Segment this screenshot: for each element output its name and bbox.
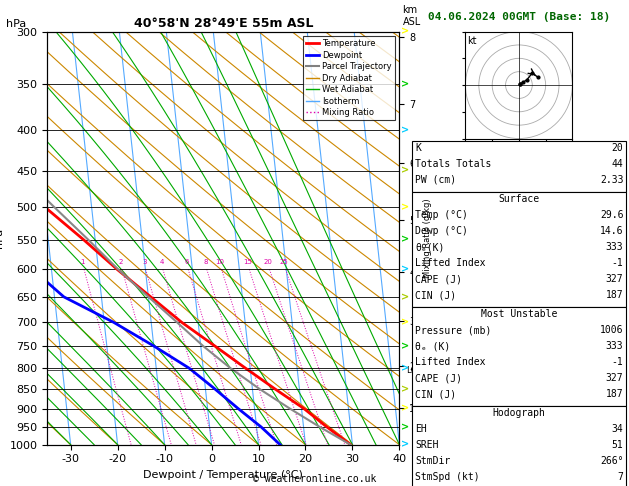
Text: Dewp (°C): Dewp (°C) (415, 226, 468, 236)
Text: Lifted Index: Lifted Index (415, 258, 486, 268)
Text: 34: 34 (611, 424, 623, 434)
Text: >: > (401, 341, 409, 351)
Text: 15: 15 (243, 259, 252, 265)
Text: 7: 7 (618, 472, 623, 483)
Text: 6: 6 (184, 259, 189, 265)
Text: Pressure (mb): Pressure (mb) (415, 325, 491, 335)
Text: 44: 44 (611, 159, 623, 169)
Y-axis label: hPa: hPa (0, 228, 4, 248)
Text: Hodograph: Hodograph (493, 408, 545, 418)
Text: >: > (401, 384, 409, 394)
Text: 04.06.2024 00GMT (Base: 18): 04.06.2024 00GMT (Base: 18) (428, 12, 610, 22)
Text: 2: 2 (119, 259, 123, 265)
Text: >: > (401, 166, 409, 176)
Text: Surface: Surface (498, 194, 540, 204)
Text: 333: 333 (606, 341, 623, 351)
Text: 10: 10 (216, 259, 225, 265)
Text: 187: 187 (606, 389, 623, 399)
Text: >: > (401, 80, 409, 89)
Text: >: > (401, 235, 409, 244)
Text: 3: 3 (142, 259, 147, 265)
Text: Totals Totals: Totals Totals (415, 159, 491, 169)
Text: 266°: 266° (600, 456, 623, 467)
Text: 327: 327 (606, 274, 623, 284)
Text: -1: -1 (611, 357, 623, 367)
Text: StmSpd (kt): StmSpd (kt) (415, 472, 480, 483)
Text: kt: kt (467, 36, 477, 46)
Text: >: > (401, 317, 409, 327)
Text: >: > (401, 264, 409, 275)
Text: hPa: hPa (6, 19, 26, 29)
Text: 20: 20 (264, 259, 272, 265)
Text: PW (cm): PW (cm) (415, 175, 456, 185)
Text: Mixing Ratio (g/kg): Mixing Ratio (g/kg) (423, 198, 432, 278)
Text: SREH: SREH (415, 440, 438, 451)
Text: >: > (401, 440, 409, 450)
Text: Lifted Index: Lifted Index (415, 357, 486, 367)
Legend: Temperature, Dewpoint, Parcel Trajectory, Dry Adiabat, Wet Adiabat, Isotherm, Mi: Temperature, Dewpoint, Parcel Trajectory… (303, 36, 395, 121)
Text: 29.6: 29.6 (600, 210, 623, 220)
Text: Temp (°C): Temp (°C) (415, 210, 468, 220)
Text: >: > (401, 125, 409, 135)
Text: Most Unstable: Most Unstable (481, 309, 557, 319)
Text: 8: 8 (203, 259, 208, 265)
Text: LCL: LCL (406, 366, 421, 375)
Title: 40°58'N 28°49'E 55m ASL: 40°58'N 28°49'E 55m ASL (133, 17, 313, 31)
Text: K: K (415, 143, 421, 153)
Text: >: > (401, 202, 409, 212)
Text: CIN (J): CIN (J) (415, 290, 456, 300)
Text: CAPE (J): CAPE (J) (415, 274, 462, 284)
Text: EH: EH (415, 424, 427, 434)
Text: 14.6: 14.6 (600, 226, 623, 236)
Text: >: > (401, 422, 409, 432)
Text: >: > (401, 403, 409, 414)
Text: km
ASL: km ASL (403, 5, 421, 27)
Text: >: > (401, 292, 409, 302)
X-axis label: Dewpoint / Temperature (°C): Dewpoint / Temperature (°C) (143, 470, 303, 480)
Text: CAPE (J): CAPE (J) (415, 373, 462, 383)
Text: 327: 327 (606, 373, 623, 383)
Text: 2.33: 2.33 (600, 175, 623, 185)
Text: 4: 4 (159, 259, 164, 265)
Text: CIN (J): CIN (J) (415, 389, 456, 399)
Text: 1: 1 (81, 259, 85, 265)
Text: 1006: 1006 (600, 325, 623, 335)
Text: 20: 20 (611, 143, 623, 153)
Text: θₑ (K): θₑ (K) (415, 341, 450, 351)
Text: StmDir: StmDir (415, 456, 450, 467)
Text: 333: 333 (606, 242, 623, 252)
Text: 25: 25 (280, 259, 289, 265)
Text: >: > (401, 363, 409, 373)
Text: 51: 51 (611, 440, 623, 451)
Text: >: > (401, 27, 409, 36)
Text: 187: 187 (606, 290, 623, 300)
Text: -1: -1 (611, 258, 623, 268)
Text: θₑ(K): θₑ(K) (415, 242, 445, 252)
Text: © weatheronline.co.uk: © weatheronline.co.uk (253, 473, 376, 484)
